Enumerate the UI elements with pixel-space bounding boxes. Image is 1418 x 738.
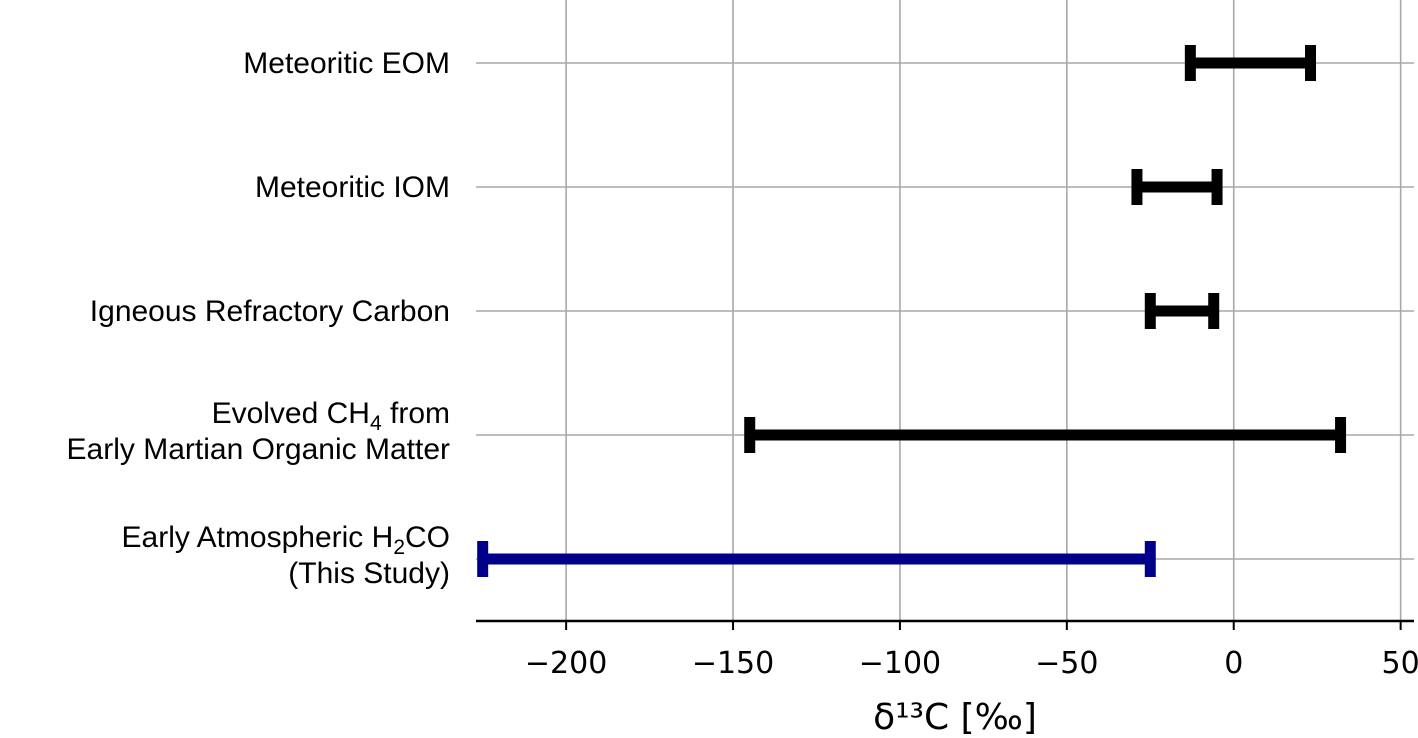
- category-label-3-line-0: Evolved CH4 from: [212, 397, 450, 435]
- category-label-1-line-0: Meteoritic IOM: [255, 171, 450, 204]
- range-bar-0: [1184, 45, 1317, 81]
- category-label-3-part-0-2: from: [382, 397, 450, 430]
- x-axis-title: δ¹³C [‰]: [873, 697, 1037, 738]
- tick-label-x-4: 0: [1224, 646, 1243, 681]
- category-label-1-part-0-0: Meteoritic IOM: [255, 171, 450, 204]
- tick-label-x-1: −150: [692, 646, 774, 681]
- category-label-0-line-0: Meteoritic EOM: [243, 47, 450, 80]
- tick-label-x-2: −100: [859, 646, 941, 681]
- category-label-4-part-0-2: CO: [405, 521, 450, 554]
- category-label-4-part-0-1: 2: [393, 536, 405, 559]
- tick-label-x-5: 50: [1382, 646, 1418, 681]
- category-label-3-part-0-0: Evolved CH: [212, 397, 370, 430]
- range-bars: [477, 45, 1347, 577]
- category-label-4-part-0-0: Early Atmospheric H: [122, 521, 394, 554]
- category-label-4-line-0: Early Atmospheric H2CO: [122, 521, 450, 559]
- category-label-2-part-0-0: Igneous Refractory Carbon: [90, 295, 450, 328]
- category-label-0-part-0-0: Meteoritic EOM: [243, 47, 450, 80]
- range-bar-3: [744, 417, 1347, 453]
- range-bar-2: [1144, 293, 1220, 329]
- category-label-3-part-1-0: Early Martian Organic Matter: [67, 433, 450, 466]
- x-axis-ticks: −200 −150 −100 −50 0 50: [525, 621, 1418, 681]
- range-bar-1: [1131, 169, 1223, 205]
- category-label-3-line-1: Early Martian Organic Matter: [67, 433, 450, 466]
- tick-label-x-0: −200: [525, 646, 607, 681]
- category-label-3-part-0-1: 4: [370, 412, 382, 435]
- range-bar-4: [477, 541, 1156, 577]
- category-label-2-line-0: Igneous Refractory Carbon: [90, 295, 450, 328]
- tick-label-x-3: −50: [1035, 646, 1098, 681]
- category-labels: Meteoritic EOM Meteoritic IOM Igneous Refr…: [67, 47, 450, 590]
- horizontal-gridlines: [476, 62, 1414, 560]
- category-label-4-part-1-0: (This Study): [288, 557, 450, 590]
- category-label-4-line-1: (This Study): [288, 557, 450, 590]
